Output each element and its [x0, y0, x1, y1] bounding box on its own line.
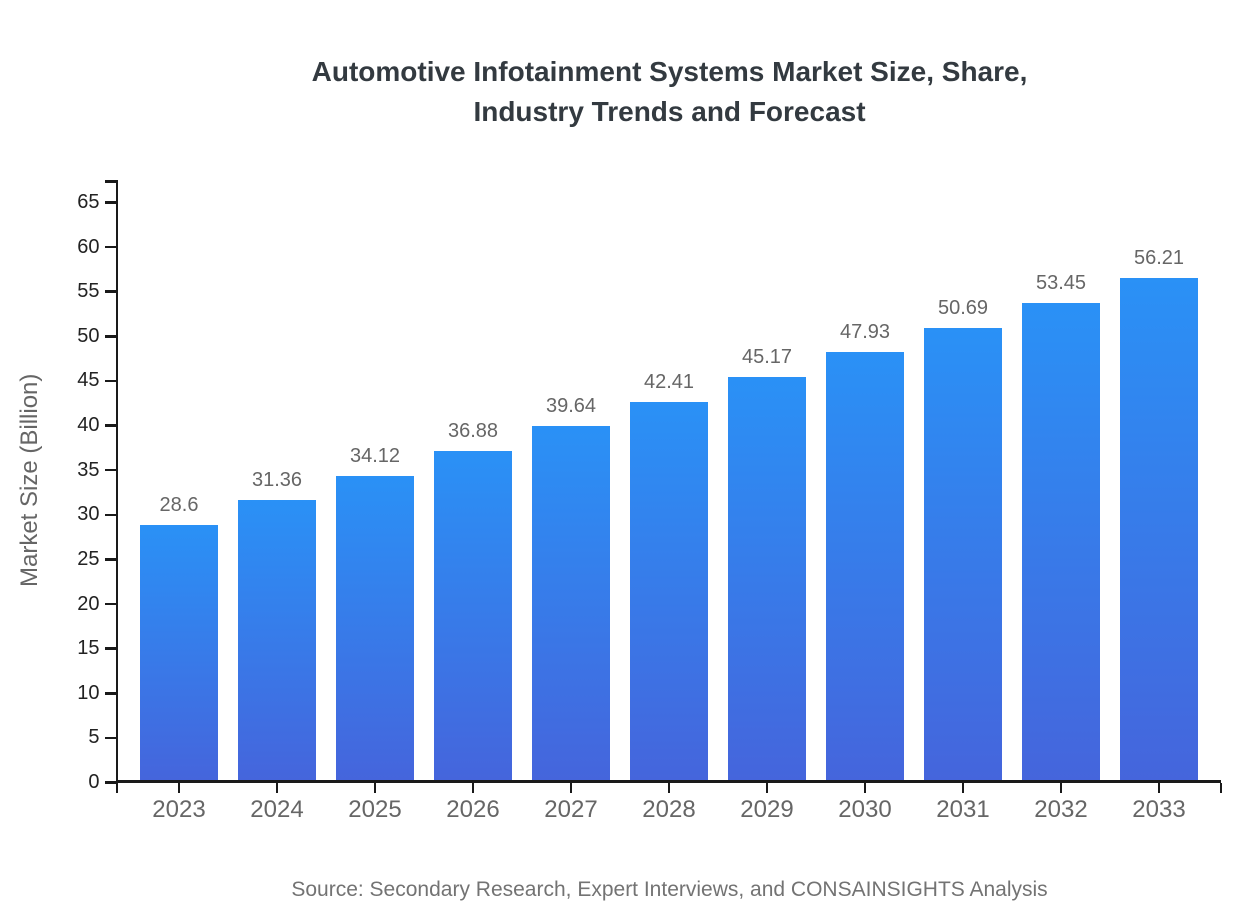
- x-tick-label: 2026: [446, 796, 500, 823]
- y-axis-endcap-tick: [104, 180, 116, 183]
- y-tick-label: 65: [77, 191, 100, 213]
- y-tick-label: 5: [88, 726, 100, 749]
- y-tick-label: 15: [77, 637, 100, 660]
- x-tick: [1059, 782, 1063, 793]
- x-tick: [667, 782, 671, 793]
- y-tick: [104, 736, 116, 740]
- y-tick: [104, 513, 116, 517]
- y-tick-label: 40: [77, 414, 100, 437]
- y-tick-label: 60: [77, 235, 100, 258]
- bar: [238, 500, 316, 780]
- bar-value-label: 45.17: [741, 345, 793, 368]
- y-tick-label: 50: [77, 324, 100, 347]
- x-tick-label: 2033: [1132, 796, 1186, 823]
- x-tick-label: 2024: [250, 796, 304, 823]
- y-tick-label: 30: [77, 503, 100, 526]
- x-tick: [961, 782, 965, 793]
- x-tick-label: 2027: [544, 796, 598, 823]
- y-tick-label: 25: [77, 547, 100, 570]
- y-tick: [104, 558, 116, 561]
- y-tick: [104, 290, 116, 293]
- y-tick: [104, 781, 116, 784]
- y-axis-line: [115, 180, 118, 783]
- bar: [924, 327, 1002, 780]
- bar-value-label: 53.45: [1035, 272, 1087, 295]
- x-axis-right-endcap-tick: [1219, 782, 1223, 793]
- y-tick-label: 20: [77, 592, 100, 615]
- bar-value-label: 56.21: [1133, 247, 1185, 270]
- bar-value-label: 34.12: [349, 444, 401, 467]
- y-tick: [104, 245, 116, 249]
- bar-value-label: 31.36: [251, 469, 303, 492]
- bar: [434, 450, 512, 780]
- y-tick: [104, 647, 116, 650]
- bar: [630, 401, 708, 780]
- x-tick: [275, 782, 279, 793]
- y-tick-label: 10: [77, 681, 100, 704]
- x-axis-left-endcap-tick: [115, 782, 118, 793]
- bar-value-label: 42.41: [643, 370, 695, 393]
- x-tick-label: 2023: [152, 796, 206, 823]
- y-tick: [104, 379, 116, 383]
- bar: [1022, 303, 1100, 780]
- bar: [728, 376, 806, 780]
- bar: [1120, 278, 1198, 780]
- bar-value-label: 39.64: [545, 395, 597, 418]
- y-tick-label: 35: [77, 458, 100, 481]
- x-tick: [1157, 782, 1161, 793]
- x-tick: [569, 782, 573, 793]
- x-tick: [765, 782, 769, 793]
- bar: [140, 524, 218, 780]
- y-tick: [104, 201, 116, 204]
- x-tick: [373, 782, 377, 793]
- source-note: Source: Secondary Research, Expert Inter…: [291, 878, 1048, 901]
- y-tick: [104, 468, 116, 472]
- bar-value-label: 28.6: [159, 493, 199, 516]
- chart-title-line-2: Industry Trends and Forecast: [473, 96, 866, 127]
- x-tick-label: 2031: [936, 796, 990, 823]
- y-tick: [104, 424, 116, 427]
- x-tick-label: 2025: [348, 796, 402, 823]
- x-tick-label: 2028: [642, 796, 696, 823]
- chart-title: Automotive Infotainment Systems Market S…: [118, 52, 1221, 132]
- bar: [826, 352, 904, 780]
- y-tick-label: 0: [88, 771, 100, 793]
- bar-value-label: 47.93: [839, 321, 891, 344]
- x-axis-line: [115, 780, 1221, 783]
- bar-value-label: 50.69: [937, 296, 989, 319]
- y-tick-label: 45: [77, 369, 100, 392]
- y-tick: [104, 692, 116, 695]
- bar: [532, 426, 610, 780]
- bar-value-label: 36.88: [447, 419, 499, 442]
- x-tick-label: 2030: [838, 796, 892, 823]
- y-tick: [104, 335, 116, 338]
- x-tick-label: 2032: [1034, 796, 1088, 823]
- y-tick: [104, 602, 116, 606]
- x-tick: [177, 782, 181, 793]
- y-tick-label: 55: [77, 280, 100, 303]
- x-tick: [471, 782, 475, 793]
- bar: [336, 475, 414, 780]
- x-tick: [863, 782, 867, 793]
- x-tick-label: 2029: [740, 796, 794, 823]
- chart-title-line-1: Automotive Infotainment Systems Market S…: [311, 56, 1028, 87]
